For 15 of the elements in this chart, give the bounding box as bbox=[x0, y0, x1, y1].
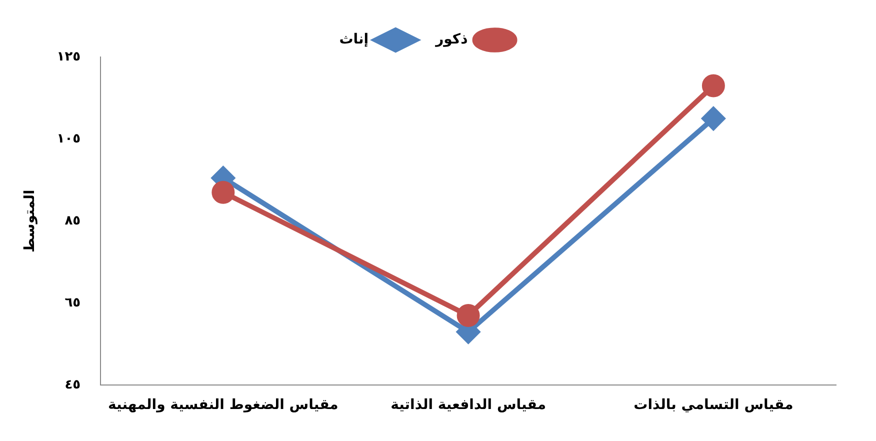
y-tick-label: ٨٥ bbox=[64, 213, 81, 228]
point bbox=[456, 304, 480, 327]
y-axis-title: المتوسط bbox=[22, 190, 38, 252]
legend-label: إناث bbox=[339, 32, 369, 48]
point bbox=[702, 74, 725, 98]
legend-label: ذكور bbox=[434, 32, 468, 48]
y-tick-label: ٤٥ bbox=[64, 378, 81, 393]
point bbox=[212, 180, 235, 204]
point bbox=[702, 107, 725, 130]
x-tick-label: مقياس التسامي بالذات bbox=[634, 397, 794, 414]
x-tick-label: مقياس الدافعية الذاتية bbox=[390, 397, 546, 414]
y-tick-label: ١٠٥ bbox=[56, 131, 81, 146]
x-tick-label: مقياس الضغوط النفسية والمهنية bbox=[108, 397, 338, 414]
y-tick-label: ٦٥ bbox=[64, 296, 81, 311]
y-tick-label: ١٢٥ bbox=[56, 49, 81, 64]
